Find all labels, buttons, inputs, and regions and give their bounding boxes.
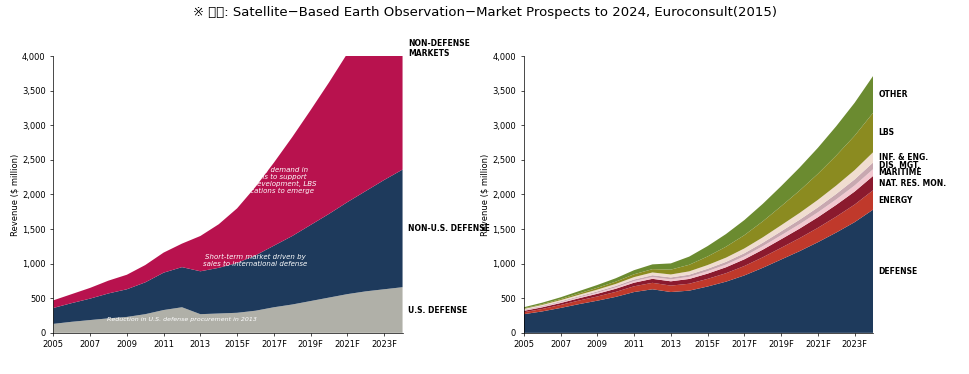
Text: Short-term market driven by
sales to international defense: Short-term market driven by sales to int… [203, 254, 307, 267]
Text: OTHER: OTHER [878, 90, 907, 99]
Text: Growing demand in
regions to support
wider development, LBS
applications to emer: Growing demand in regions to support wid… [231, 167, 316, 194]
Text: DEFENSE: DEFENSE [878, 267, 917, 276]
Text: ※ 출처: Satellite−Based Earth Observation−Market Prospects to 2024, Euroconsult(20: ※ 출처: Satellite−Based Earth Observation−… [193, 6, 776, 19]
Text: Reduction in U.S. defense procurement in 2013: Reduction in U.S. defense procurement in… [107, 317, 257, 322]
Y-axis label: Revenue ($ million): Revenue ($ million) [10, 153, 19, 236]
Text: MARITIME: MARITIME [878, 168, 922, 177]
Text: NON-DEFENSE
MARKETS: NON-DEFENSE MARKETS [408, 39, 469, 58]
Text: NON-U.S. DEFENSE: NON-U.S. DEFENSE [408, 224, 489, 233]
Text: U.S. DEFENSE: U.S. DEFENSE [408, 306, 467, 315]
Text: NAT. RES. MON.: NAT. RES. MON. [878, 179, 945, 188]
Text: ENERGY: ENERGY [878, 196, 912, 205]
Y-axis label: Revenue ($ million): Revenue ($ million) [480, 153, 489, 236]
Text: DIS. MGT.: DIS. MGT. [878, 162, 919, 171]
Text: LBS: LBS [878, 128, 893, 137]
Text: INF. & ENG.: INF. & ENG. [878, 153, 926, 162]
